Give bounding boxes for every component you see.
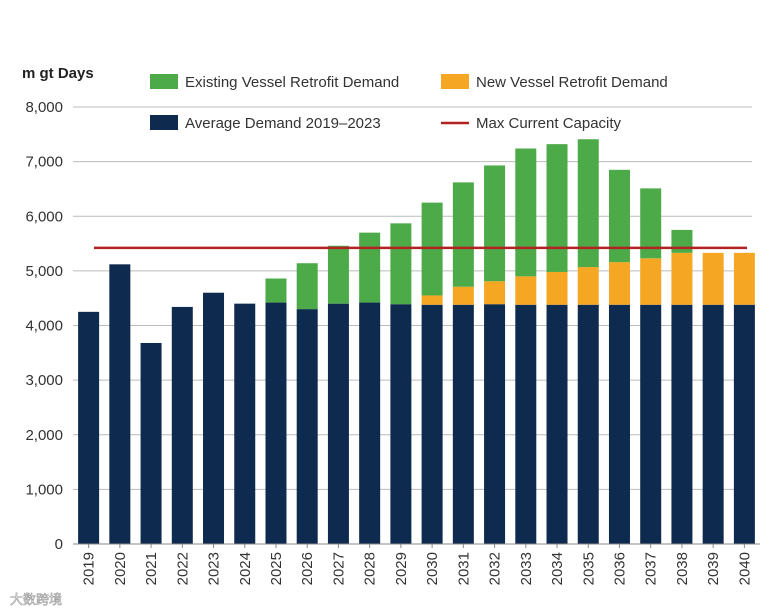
x-tick-label: 2036: [611, 552, 628, 585]
y-tick-label: 5,000: [25, 263, 63, 280]
x-tick-label: 2031: [455, 552, 472, 585]
x-tick-label: 2021: [143, 552, 160, 585]
bar-2029-series-2: [390, 223, 412, 305]
x-tick-label: 2034: [549, 552, 566, 585]
bar-2035-series-0: [577, 304, 599, 544]
bar-2027-series-2: [327, 245, 349, 304]
y-tick-label: 3,000: [25, 372, 63, 389]
y-axis-label: m gt Days: [22, 65, 94, 82]
legend-label: New Vessel Retrofit Demand: [476, 74, 668, 91]
bar-2038-series-1: [671, 252, 693, 305]
bar-2022-series-0: [171, 306, 193, 544]
bar-2040-series-0: [733, 304, 755, 544]
x-tick-label: 2028: [362, 552, 379, 585]
legend-swatch: [441, 74, 469, 89]
bar-2034-series-2: [546, 144, 568, 272]
x-tick-label: 2030: [424, 552, 441, 585]
y-tick-label: 0: [55, 536, 63, 553]
bar-2020-series-0: [109, 264, 131, 544]
x-tick-label: 2035: [580, 552, 597, 585]
x-tick-label: 2026: [299, 552, 316, 585]
bar-2033-series-1: [515, 276, 537, 305]
watermark-text: 大数跨境: [10, 593, 62, 608]
x-axis-ticks: 2019 2020 2021 2022 2023 2024 2025 2026 2027 2028…: [81, 544, 753, 585]
bar-2031-series-1: [452, 286, 474, 305]
legend: Existing Vessel Retrofit Demand New Vesse…: [150, 74, 668, 132]
legend-swatch: [150, 74, 178, 89]
bar-2026-series-2: [296, 263, 318, 310]
bars: [78, 139, 755, 544]
x-tick-label: 2022: [174, 552, 191, 585]
bar-2033-series-0: [515, 304, 537, 544]
x-tick-label: 2019: [81, 552, 98, 585]
bar-2036-series-1: [608, 262, 630, 305]
bar-2029-series-0: [390, 304, 412, 544]
bar-2032-series-2: [484, 165, 506, 282]
x-tick-label: 2023: [206, 552, 223, 585]
x-tick-label: 2033: [518, 552, 535, 585]
x-tick-label: 2040: [736, 552, 753, 585]
bar-2037-series-2: [640, 188, 662, 259]
bar-2038-series-2: [671, 229, 693, 253]
y-tick-label: 6,000: [25, 208, 63, 225]
bar-2038-series-0: [671, 304, 693, 544]
y-tick-label: 4,000: [25, 318, 63, 335]
bar-2032-series-0: [484, 304, 506, 544]
bar-2026-series-0: [296, 309, 318, 544]
bar-2035-series-1: [577, 267, 599, 305]
bar-2036-series-2: [608, 169, 630, 263]
bar-2033-series-2: [515, 148, 537, 277]
bar-2034-series-1: [546, 271, 568, 305]
y-tick-label: 7,000: [25, 154, 63, 171]
x-tick-label: 2037: [643, 552, 660, 585]
y-tick-label: 1,000: [25, 481, 63, 498]
bar-2028-series-2: [359, 232, 381, 303]
bar-2039-series-0: [702, 304, 724, 544]
legend-label: Max Current Capacity: [476, 115, 622, 132]
bar-2023-series-0: [203, 292, 225, 544]
bar-2031-series-2: [452, 182, 474, 287]
x-tick-label: 2032: [487, 552, 504, 585]
bar-2025-series-2: [265, 278, 287, 303]
y-tick-label: 2,000: [25, 427, 63, 444]
x-tick-label: 2027: [330, 552, 347, 585]
x-tick-label: 2029: [393, 552, 410, 585]
legend-label: Existing Vessel Retrofit Demand: [185, 74, 399, 91]
bar-2034-series-0: [546, 304, 568, 544]
bar-2032-series-1: [484, 281, 506, 305]
bar-2030-series-1: [421, 295, 443, 305]
bar-2037-series-1: [640, 258, 662, 305]
legend-swatch: [150, 115, 178, 130]
watermark: 大数跨境: [10, 593, 63, 609]
y-axis-ticks: 0 1,000 2,000 3,000 4,000 5,000 6,000 7,000 8,00…: [25, 99, 63, 553]
bar-2031-series-0: [452, 304, 474, 544]
y-tick-label: 8,000: [25, 99, 63, 116]
bar-2028-series-0: [359, 302, 381, 544]
bar-2027-series-0: [327, 303, 349, 544]
x-tick-label: 2020: [112, 552, 129, 585]
bar-2024-series-0: [234, 303, 256, 544]
bar-2021-series-0: [140, 342, 162, 544]
bar-2035-series-2: [577, 139, 599, 268]
x-tick-label: 2025: [268, 552, 285, 585]
x-tick-label: 2039: [705, 552, 722, 585]
bar-2019-series-0: [78, 311, 100, 544]
x-tick-label: 2038: [674, 552, 691, 585]
legend-label: Average Demand 2019–2023: [185, 115, 381, 132]
bar-2025-series-0: [265, 302, 287, 544]
bar-2037-series-0: [640, 304, 662, 544]
bar-2040-series-1: [733, 252, 755, 305]
x-tick-label: 2024: [237, 552, 254, 585]
bar-2030-series-0: [421, 304, 443, 544]
bar-2039-series-1: [702, 252, 724, 305]
bar-2036-series-0: [608, 304, 630, 544]
